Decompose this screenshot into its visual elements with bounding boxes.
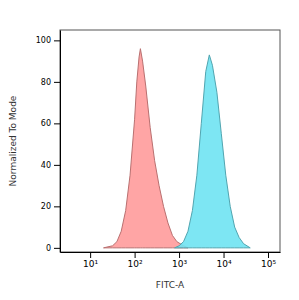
y-tick-label: 60 (41, 119, 51, 128)
y-tick-label: 0 (46, 244, 51, 253)
y-axis: 0 20 40 60 80 100 (36, 31, 61, 253)
y-axis-title: Normalized To Mode (8, 95, 18, 186)
histogram-area (104, 49, 188, 248)
y-tick-mark (54, 82, 60, 83)
marks (104, 49, 251, 248)
y-tick-mark (54, 123, 60, 124)
x-tick-label: 10⁴ (217, 259, 232, 269)
y-tick: 60 (41, 119, 60, 128)
plot: 10¹ 10² 10³ 10⁴ 10⁵ 0 20 40 60 80 100 (36, 30, 281, 269)
histogram-area (175, 55, 251, 248)
x-axis-line (61, 252, 281, 253)
x-tick-mark (268, 252, 269, 258)
y-tick: 80 (41, 78, 60, 87)
y-axis-line (60, 31, 61, 253)
y-tick-label: 40 (41, 161, 51, 170)
x-tick-label: 10² (128, 259, 143, 269)
y-tick: 100 (36, 36, 60, 45)
x-tick-mark (179, 252, 180, 258)
x-axis-title: FITC-A (156, 280, 185, 290)
y-tick-mark (54, 165, 60, 166)
y-tick-label: 20 (41, 202, 51, 211)
y-tick-mark (54, 40, 60, 41)
x-tick-label: 10³ (172, 259, 187, 269)
chart: 10¹ 10² 10³ 10⁴ 10⁵ 0 20 40 60 80 100 FITC-A Normali… (0, 0, 299, 300)
x-tick: 10⁵ (261, 252, 276, 269)
y-tick-mark (54, 206, 60, 207)
y-tick: 0 (46, 244, 60, 253)
x-tick-label: 10⁵ (261, 259, 276, 269)
x-tick: 10² (128, 252, 143, 269)
y-tick: 20 (41, 202, 60, 211)
y-tick: 40 (41, 161, 60, 170)
y-tick-label: 80 (41, 78, 51, 87)
x-tick-mark (135, 252, 136, 258)
x-tick-label: 10¹ (83, 259, 98, 269)
x-tick: 10¹ (83, 252, 98, 269)
y-tick-mark (54, 248, 60, 249)
plot-frame (60, 30, 280, 252)
x-tick-mark (224, 252, 225, 258)
x-tick-mark (90, 252, 91, 258)
x-axis: 10¹ 10² 10³ 10⁴ 10⁵ (61, 252, 281, 269)
x-tick: 10³ (172, 252, 187, 269)
y-tick-label: 100 (36, 36, 51, 45)
x-tick: 10⁴ (217, 252, 232, 269)
